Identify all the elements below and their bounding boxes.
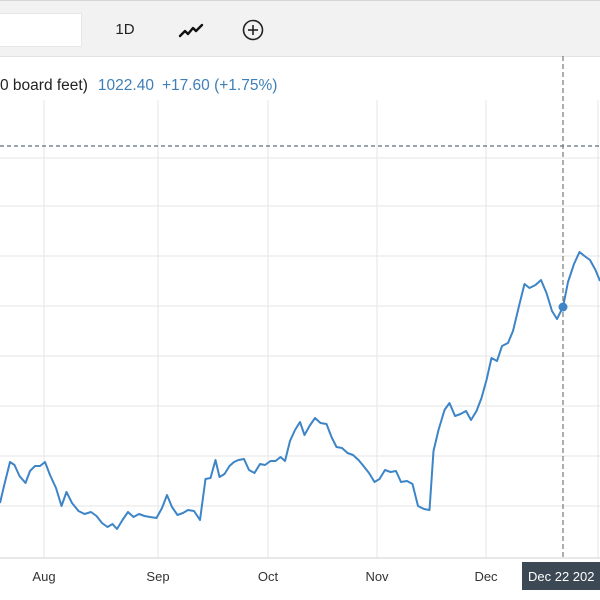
crosshair-date-label: Dec 22 202: [528, 569, 595, 584]
chart-type-button[interactable]: [172, 15, 210, 45]
chart-toolbar: 1D: [0, 0, 600, 57]
x-tick-label-nov: Nov: [365, 569, 389, 584]
symbol-search-input[interactable]: [0, 13, 82, 47]
line-chart-icon: [178, 23, 204, 38]
toolbar-divider: [0, 56, 600, 57]
crosshair-date-box: [522, 562, 600, 590]
series-legend: 0 board feet) 1022.40 +17.60 (+1.75%): [0, 76, 277, 96]
circle-plus-icon: [242, 19, 264, 41]
price-series-line: [0, 251, 600, 530]
interval-button[interactable]: 1D: [115, 21, 135, 38]
x-tick-label-sep: Sep: [146, 569, 169, 584]
add-indicator-button[interactable]: [234, 15, 272, 45]
instrument-name: 0 board feet): [0, 77, 88, 94]
x-tick-label-dec: Dec: [474, 569, 498, 584]
x-tick-label-oct: Oct: [258, 569, 279, 584]
x-tick-label-aug: Aug: [32, 569, 55, 584]
price-change: +17.60 (+1.75%): [161, 77, 278, 94]
crosshair-point: [558, 302, 568, 312]
last-price: 1022.40: [97, 77, 154, 94]
